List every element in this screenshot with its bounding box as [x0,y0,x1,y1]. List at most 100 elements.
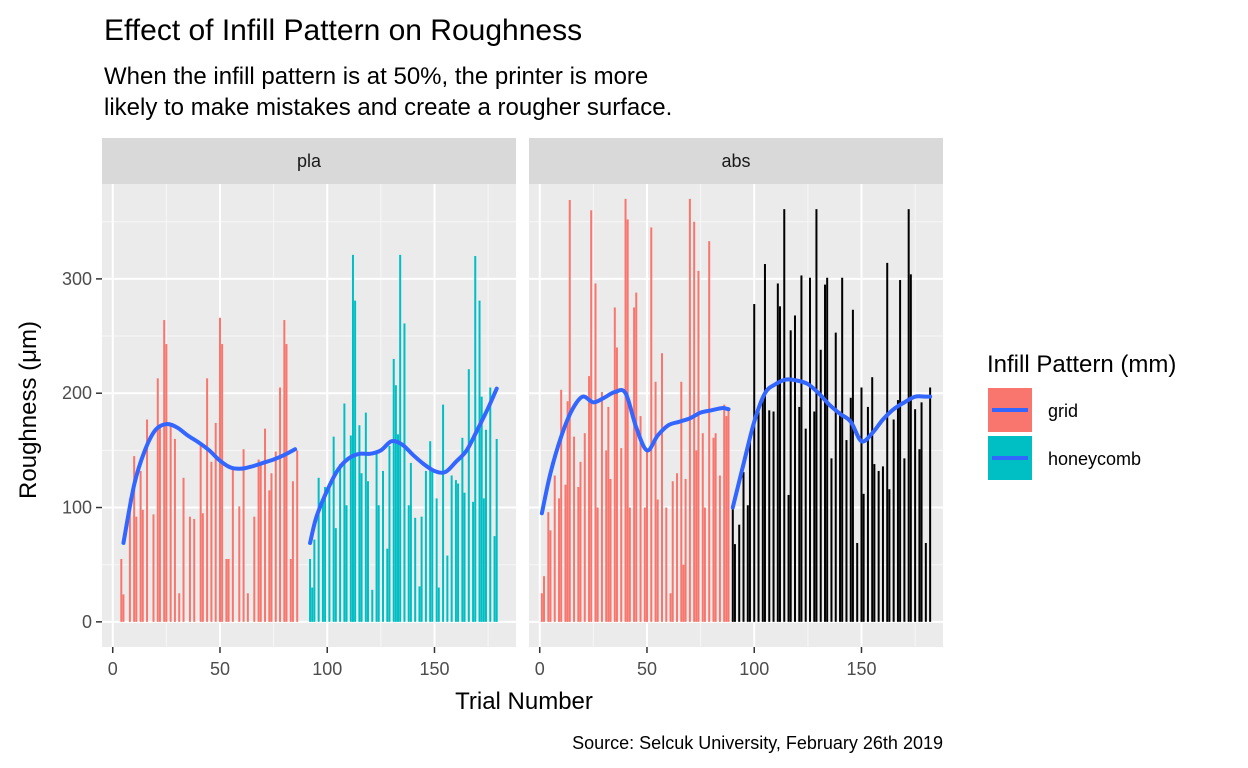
bar [156,378,159,622]
bar [757,408,760,622]
bar [242,449,245,622]
bar [763,264,766,622]
legend-label: grid [1048,401,1078,421]
bar [291,481,294,622]
bar [660,353,663,622]
bar [210,461,213,622]
bar [345,505,348,622]
bar [738,524,741,622]
strip-label: pla [297,151,322,171]
bar [296,450,299,622]
bar [418,586,421,622]
bar [324,486,327,622]
y-axis: 0 100 200 300 [62,269,102,632]
legend-label: honeycomb [1048,449,1141,469]
bar [712,437,715,622]
bar [851,309,854,622]
bar [609,478,612,622]
bar [489,387,492,622]
bar [888,489,891,622]
bar [695,450,698,622]
bar [549,530,552,622]
x-tick-label: 150 [419,659,449,679]
bar [877,470,880,622]
bar [914,409,917,622]
bar [543,576,546,622]
bar [221,344,224,622]
bar [313,539,316,622]
bar [133,456,136,622]
bar [613,307,616,622]
bar [866,406,869,622]
bar [283,320,286,622]
bar [615,347,618,622]
bar [607,406,610,622]
bar [259,461,262,622]
bar [135,516,138,622]
bar [454,480,457,622]
bar [918,449,921,622]
bar [289,558,292,622]
bar [399,254,402,622]
bar [199,443,202,622]
bar [354,300,357,622]
bar [924,542,927,622]
smooth-line-honeycomb [308,386,499,545]
bar [201,513,204,622]
bar [841,277,844,622]
bar [407,505,410,622]
bar [328,486,331,622]
bar [560,389,563,622]
bar [472,501,475,622]
bar [403,323,406,622]
bar [495,438,498,622]
bar [886,262,889,622]
bar [163,320,166,622]
bar [349,435,352,622]
bar [394,385,397,622]
bar [547,512,550,622]
bar [881,466,884,622]
bar [334,528,337,622]
bar [682,564,685,622]
bar [225,558,228,622]
bar [218,317,221,622]
bar [577,486,580,622]
x-tick-label: 0 [108,659,118,679]
bar [819,349,822,622]
bar [892,419,895,622]
bar [253,516,256,622]
chart-subtitle-line-2: likely to make mistakes and create a rou… [104,94,672,121]
bar [845,440,848,622]
legend-item-honeycomb: honeycomb [988,436,1141,480]
bar [804,428,807,622]
panel-abs: abs 0 50 100 150 [529,138,943,679]
bar [564,484,567,622]
bar [214,422,217,622]
bar [899,280,902,622]
chart-title: Effect of Infill Pattern on Roughness [104,14,582,47]
bar [579,461,582,622]
bar [669,593,672,622]
bar [360,473,363,622]
bar [246,593,249,622]
bar [409,462,412,622]
smooth-line-grid [121,422,298,545]
series-grid [120,317,299,622]
bar [703,507,706,622]
bar [457,483,460,622]
x-axis-label: Trial Number [455,688,593,715]
bar [450,475,453,622]
bar [397,434,400,622]
bar [723,404,726,622]
bar [566,401,569,622]
bar [553,475,556,622]
x-tick-label: 0 [535,659,545,679]
bar [558,498,561,622]
bar [783,209,786,622]
bar [257,459,260,622]
bar [834,332,837,622]
x-tick-label: 50 [210,659,230,679]
bar [317,477,320,622]
bar [274,451,277,622]
